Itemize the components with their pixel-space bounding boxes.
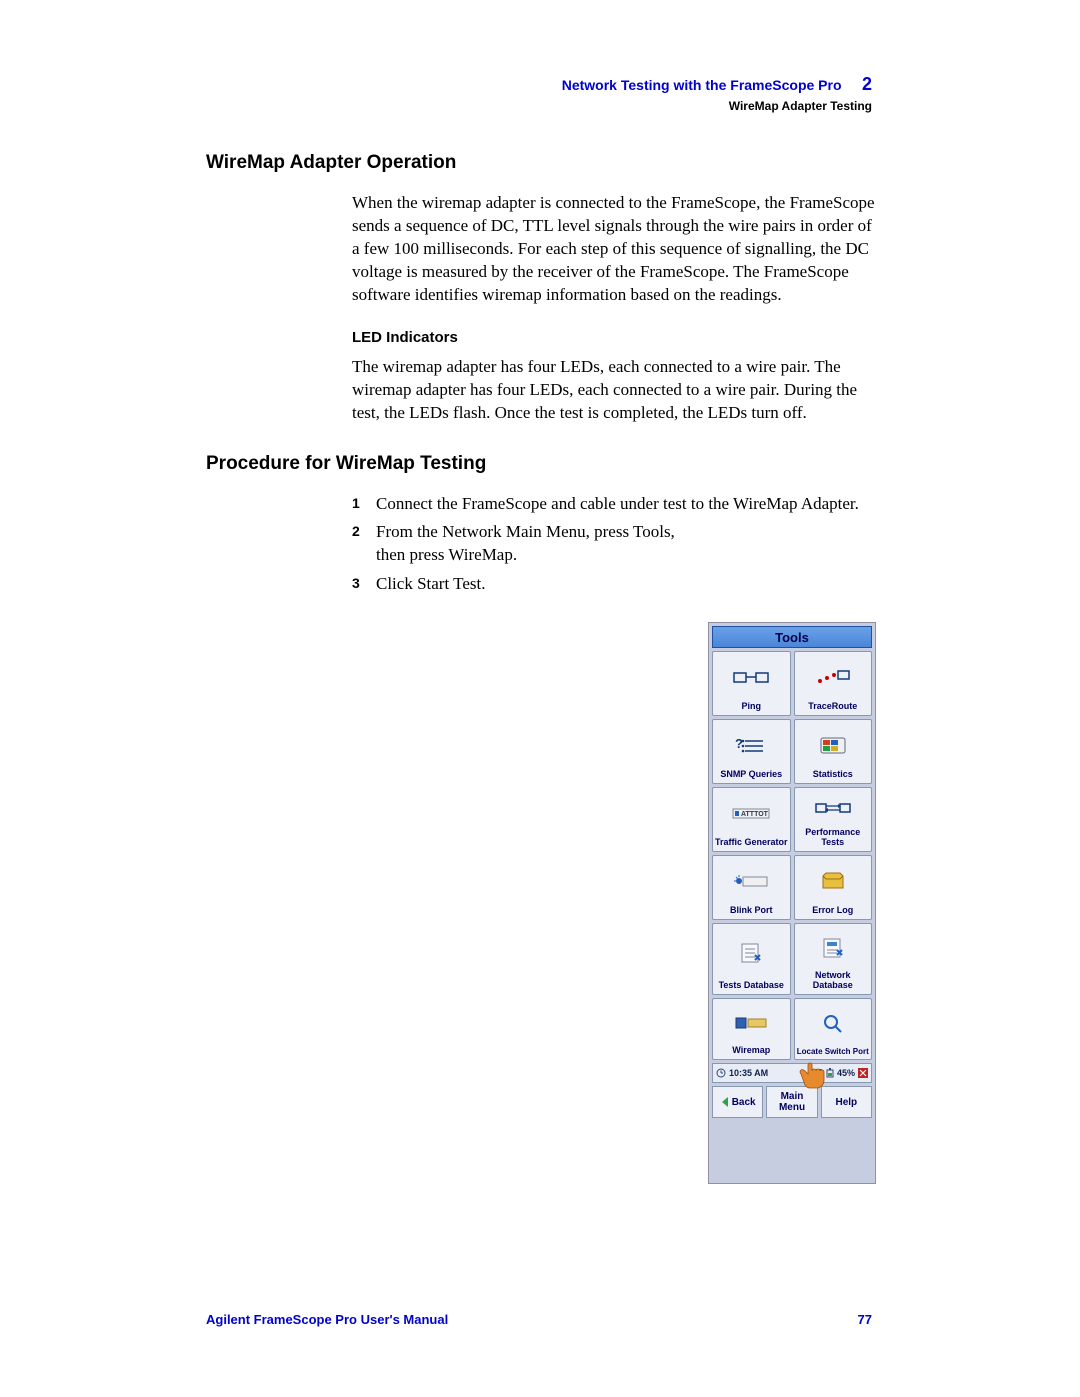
locate-switch-icon bbox=[795, 999, 872, 1048]
tool-label: Traffic Generator bbox=[715, 838, 788, 848]
bottom-buttons: Back Main Menu Help bbox=[712, 1086, 872, 1118]
help-label: Help bbox=[835, 1097, 857, 1108]
tool-label: Tests Database bbox=[719, 981, 784, 991]
step-number: 1 bbox=[352, 493, 376, 516]
chapter-subtitle: WireMap Adapter Testing bbox=[562, 99, 872, 113]
tool-label: Statistics bbox=[813, 770, 853, 780]
tool-label: Ping bbox=[742, 702, 762, 712]
tests-db-icon bbox=[713, 924, 790, 981]
performance-icon bbox=[795, 788, 872, 828]
tool-label: Wiremap bbox=[732, 1046, 770, 1056]
footer-manual-title: Agilent FrameScope Pro User's Manual bbox=[206, 1312, 448, 1327]
disk-icon bbox=[815, 1068, 823, 1078]
tool-label: TraceRoute bbox=[808, 702, 857, 712]
led-paragraph: The wiremap adapter has four LEDs, each … bbox=[352, 356, 878, 425]
svg-text:?: ? bbox=[735, 736, 743, 751]
main-menu-button[interactable]: Main Menu bbox=[766, 1086, 817, 1118]
tool-label: Error Log bbox=[812, 906, 853, 916]
ping-button[interactable]: Ping bbox=[712, 651, 791, 716]
wiremap-icon bbox=[713, 999, 790, 1046]
tools-panel-screenshot: Tools Ping TraceRoute ? SNMP Querie bbox=[708, 622, 876, 1184]
procedure-step: 1 Connect the FrameScope and cable under… bbox=[352, 493, 878, 516]
tool-label: Performance Tests bbox=[795, 828, 872, 848]
blink-port-button[interactable]: Blink Port bbox=[712, 855, 791, 920]
traceroute-icon bbox=[795, 652, 872, 702]
label-text: Locate Switch Port bbox=[797, 1048, 869, 1056]
page-header: Network Testing with the FrameScope Pro … bbox=[562, 74, 872, 113]
subsection-title-led: LED Indicators bbox=[352, 329, 878, 346]
svg-text:ATTTOT: ATTTOT bbox=[741, 811, 769, 818]
error-log-icon bbox=[795, 856, 872, 906]
snmp-queries-button[interactable]: ? SNMP Queries bbox=[712, 719, 791, 784]
procedure-step: 2 From the Network Main Menu, press Tool… bbox=[352, 521, 878, 567]
wiremap-button[interactable]: Wiremap bbox=[712, 998, 791, 1060]
traffic-icon: ATTTOT bbox=[713, 788, 790, 838]
help-button[interactable]: Help bbox=[821, 1086, 872, 1118]
back-button[interactable]: Back bbox=[712, 1086, 763, 1118]
statistics-icon bbox=[795, 720, 872, 770]
traffic-generator-button[interactable]: ATTTOT Traffic Generator bbox=[712, 787, 791, 852]
snmp-icon: ? bbox=[713, 720, 790, 770]
tool-label: Network Database bbox=[795, 971, 872, 991]
flag-icon bbox=[858, 1068, 868, 1078]
page-content: WireMap Adapter Operation When the wirem… bbox=[206, 152, 878, 602]
chapter-title: Network Testing with the FrameScope Pro bbox=[562, 77, 842, 93]
tools-panel-title: Tools bbox=[712, 626, 872, 648]
statistics-button[interactable]: Statistics bbox=[794, 719, 873, 784]
status-bar: 10:35 AM 45% bbox=[712, 1063, 872, 1083]
blink-port-icon bbox=[713, 856, 790, 906]
ping-icon bbox=[713, 652, 790, 702]
network-db-icon bbox=[795, 924, 872, 971]
locate-switch-button[interactable]: Locate Switch Port bbox=[794, 998, 873, 1060]
step-number: 3 bbox=[352, 573, 376, 596]
clock-icon bbox=[716, 1068, 726, 1078]
procedure-step: 3 Click Start Test. bbox=[352, 573, 878, 596]
status-time: 10:35 AM bbox=[729, 1068, 768, 1078]
tools-grid: Ping TraceRoute ? SNMP Queries Statis bbox=[712, 651, 872, 1060]
performance-tests-button[interactable]: Performance Tests bbox=[794, 787, 873, 852]
network-database-button[interactable]: Network Database bbox=[794, 923, 873, 995]
chapter-number: 2 bbox=[862, 74, 872, 94]
tool-label: SNMP Queries bbox=[720, 770, 782, 780]
footer-page-number: 77 bbox=[858, 1312, 872, 1327]
step-text: From the Network Main Menu, press Tools,… bbox=[376, 521, 698, 567]
tests-database-button[interactable]: Tests Database bbox=[712, 923, 791, 995]
procedure-section: Procedure for WireMap Testing 1 Connect … bbox=[206, 453, 878, 597]
status-battery: 45% bbox=[837, 1068, 855, 1078]
traceroute-button[interactable]: TraceRoute bbox=[794, 651, 873, 716]
tool-label: Blink Port bbox=[730, 906, 773, 916]
step-number: 2 bbox=[352, 521, 376, 567]
back-label: Back bbox=[732, 1097, 756, 1108]
operation-paragraph: When the wiremap adapter is connected to… bbox=[352, 192, 878, 307]
back-arrow-icon bbox=[720, 1096, 730, 1108]
section-title-operation: WireMap Adapter Operation bbox=[206, 152, 878, 174]
main-menu-label: Main Menu bbox=[767, 1091, 816, 1113]
section-title-procedure: Procedure for WireMap Testing bbox=[206, 453, 878, 475]
error-log-button[interactable]: Error Log bbox=[794, 855, 873, 920]
page-footer: Agilent FrameScope Pro User's Manual 77 bbox=[206, 1312, 872, 1327]
step-text: Click Start Test. bbox=[376, 573, 698, 596]
step-text: Connect the FrameScope and cable under t… bbox=[376, 493, 878, 516]
tool-label: Locate Switch Port bbox=[797, 1048, 869, 1056]
battery-icon bbox=[826, 1068, 834, 1078]
